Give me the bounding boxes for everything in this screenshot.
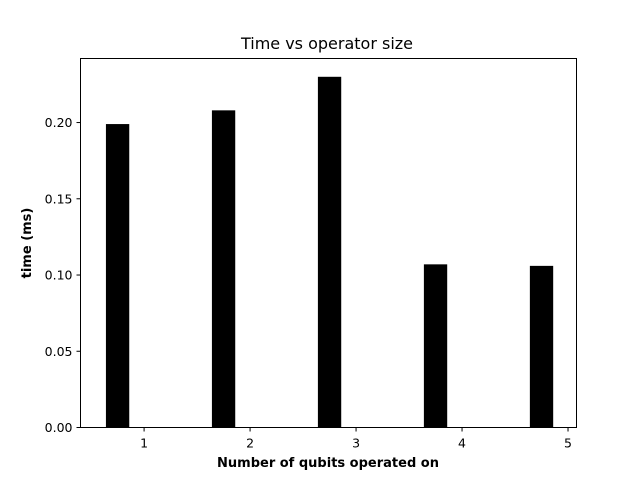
chart-title: Time vs operator size <box>240 34 413 53</box>
y-tick-label: 0.10 <box>45 268 73 283</box>
x-tick-label: 5 <box>564 436 572 451</box>
bars-group <box>105 76 554 428</box>
bar-3 <box>317 76 342 428</box>
bar-2 <box>211 110 236 428</box>
y-axis-ticks: 0.00 0.05 0.10 0.15 0.20 <box>45 115 81 435</box>
x-tick-label: 1 <box>140 436 148 451</box>
y-tick-label: 0.00 <box>45 420 73 435</box>
x-tick-label: 2 <box>246 436 254 451</box>
bar-1 <box>105 124 130 428</box>
x-tick-label: 4 <box>458 436 466 451</box>
y-axis-label: time (ms) <box>20 208 35 279</box>
x-axis-ticks: 1 2 3 4 5 <box>140 427 572 451</box>
bar-4 <box>423 264 448 428</box>
plot-frame <box>80 58 577 428</box>
bar-5 <box>529 265 554 428</box>
y-tick-label: 0.20 <box>45 115 73 130</box>
x-axis-label: Number of qubits operated on <box>217 456 439 471</box>
x-tick-label: 3 <box>352 436 360 451</box>
y-tick-label: 0.15 <box>45 191 73 206</box>
y-tick-label: 0.05 <box>45 344 73 359</box>
